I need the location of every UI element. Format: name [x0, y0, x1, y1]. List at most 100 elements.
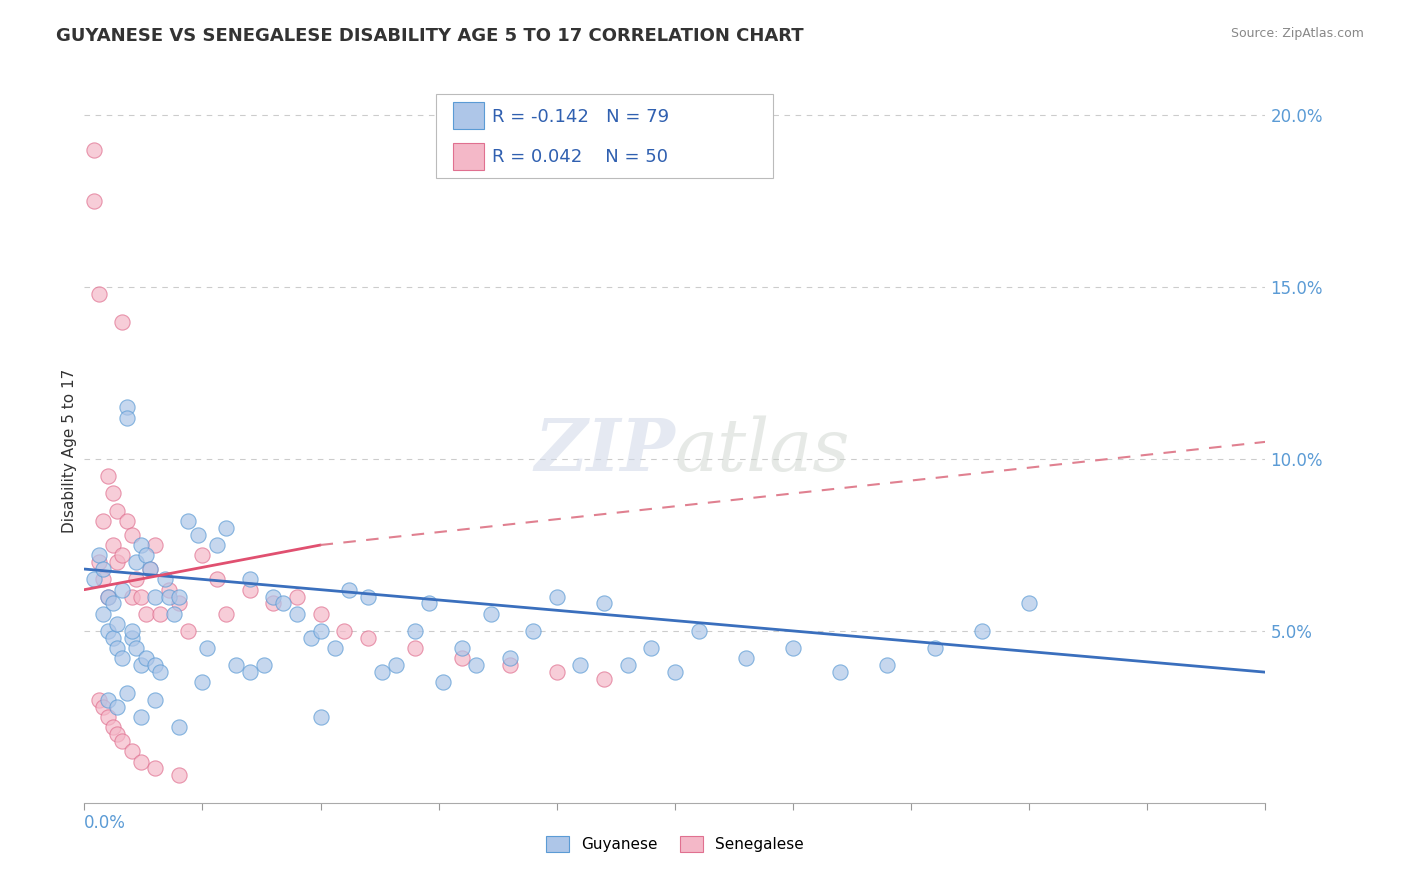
Point — [157, 582, 180, 597]
Point — [107, 699, 129, 714]
Point — [215, 521, 238, 535]
Point — [91, 573, 114, 587]
Point — [640, 641, 662, 656]
Point — [83, 194, 105, 209]
Point — [522, 624, 544, 638]
Point — [97, 590, 120, 604]
Point — [83, 573, 105, 587]
Point — [187, 527, 209, 541]
Point — [97, 590, 120, 604]
Point — [121, 631, 143, 645]
Point — [309, 607, 332, 621]
Point — [101, 486, 124, 500]
Point — [404, 624, 426, 638]
Point — [111, 651, 134, 665]
Point — [498, 658, 520, 673]
Point — [253, 658, 276, 673]
Point — [688, 624, 710, 638]
Point — [404, 641, 426, 656]
Point — [91, 562, 114, 576]
Point — [830, 665, 852, 680]
Point — [205, 573, 228, 587]
Point — [121, 744, 143, 758]
Point — [239, 582, 262, 597]
Point — [177, 514, 200, 528]
Legend: Guyanese, Senegalese: Guyanese, Senegalese — [540, 830, 810, 859]
Point — [546, 665, 568, 680]
Point — [87, 692, 110, 706]
Point — [167, 590, 190, 604]
Point — [143, 538, 166, 552]
Point — [143, 590, 166, 604]
Point — [111, 582, 134, 597]
Point — [385, 658, 408, 673]
Point — [101, 538, 124, 552]
Point — [191, 675, 214, 690]
Text: atlas: atlas — [675, 415, 851, 486]
Point — [135, 549, 157, 563]
Point — [139, 562, 162, 576]
Point — [593, 672, 616, 686]
Point — [97, 710, 120, 724]
Point — [546, 590, 568, 604]
Point — [101, 596, 124, 610]
Point — [83, 143, 105, 157]
Point — [121, 590, 143, 604]
Point — [782, 641, 804, 656]
Point — [97, 624, 120, 638]
Point — [451, 641, 474, 656]
Point — [121, 527, 143, 541]
Point — [115, 686, 138, 700]
Point — [129, 755, 152, 769]
Point — [111, 549, 134, 563]
Point — [309, 710, 332, 724]
Text: ZIP: ZIP — [534, 415, 675, 486]
Point — [91, 514, 114, 528]
Point — [101, 631, 124, 645]
Point — [107, 727, 129, 741]
Point — [167, 768, 190, 782]
Y-axis label: Disability Age 5 to 17: Disability Age 5 to 17 — [62, 368, 77, 533]
Point — [107, 617, 129, 632]
Point — [465, 658, 488, 673]
Point — [299, 631, 322, 645]
Point — [432, 675, 454, 690]
Text: R = -0.142   N = 79: R = -0.142 N = 79 — [492, 108, 669, 126]
Point — [167, 720, 190, 734]
Point — [215, 607, 238, 621]
Point — [125, 573, 148, 587]
Point — [970, 624, 993, 638]
Point — [271, 596, 294, 610]
Point — [239, 665, 262, 680]
Point — [616, 658, 638, 673]
Text: R = 0.042    N = 50: R = 0.042 N = 50 — [492, 148, 668, 166]
Point — [309, 624, 332, 638]
Point — [239, 573, 262, 587]
Point — [135, 651, 157, 665]
Point — [97, 692, 120, 706]
Point — [498, 651, 520, 665]
Point — [285, 607, 308, 621]
Point — [225, 658, 247, 673]
Point — [149, 607, 172, 621]
Point — [143, 761, 166, 775]
Point — [418, 596, 440, 610]
Point — [157, 590, 180, 604]
Point — [143, 692, 166, 706]
Point — [337, 582, 360, 597]
Point — [107, 503, 129, 517]
Point — [1018, 596, 1040, 610]
Point — [139, 562, 162, 576]
Point — [167, 596, 190, 610]
Point — [357, 631, 380, 645]
Point — [734, 651, 756, 665]
Point — [87, 287, 110, 301]
Point — [177, 624, 200, 638]
Point — [121, 624, 143, 638]
Point — [115, 514, 138, 528]
Text: 0.0%: 0.0% — [84, 814, 127, 832]
Point — [205, 538, 228, 552]
Point — [87, 549, 110, 563]
Point — [451, 651, 474, 665]
Point — [91, 699, 114, 714]
